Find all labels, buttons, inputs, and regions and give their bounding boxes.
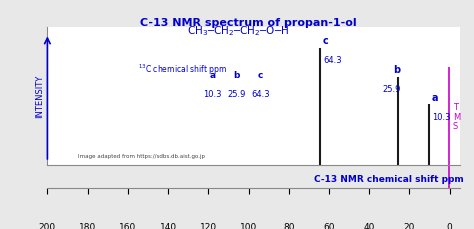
Y-axis label: INTENSITY: INTENSITY <box>36 75 45 118</box>
Text: 25.9: 25.9 <box>382 85 401 94</box>
Text: a: a <box>210 71 215 80</box>
Text: a: a <box>432 93 438 102</box>
Text: T
M
S: T M S <box>453 102 460 131</box>
Text: b: b <box>233 71 240 80</box>
Text: 64.3: 64.3 <box>323 56 342 65</box>
Text: Image adapted from https://sdbs.db.aist.go.jp: Image adapted from https://sdbs.db.aist.… <box>78 154 205 159</box>
Text: $^{13}$C chemical shift ppm: $^{13}$C chemical shift ppm <box>138 63 227 77</box>
Text: C-13 NMR chemical shift ppm: C-13 NMR chemical shift ppm <box>314 174 464 183</box>
Text: b: b <box>393 65 401 75</box>
Text: 10.3: 10.3 <box>432 112 450 121</box>
Text: 10.3: 10.3 <box>203 90 222 99</box>
Text: C-13 NMR spectrum of propan-1-ol: C-13 NMR spectrum of propan-1-ol <box>140 18 357 27</box>
Text: c: c <box>258 71 264 80</box>
Text: 25.9: 25.9 <box>228 90 246 99</box>
Text: CH$_3$─CH$_2$─CH$_2$─O─H: CH$_3$─CH$_2$─CH$_2$─O─H <box>187 24 290 38</box>
Text: c: c <box>323 36 329 46</box>
Text: 64.3: 64.3 <box>251 90 270 99</box>
